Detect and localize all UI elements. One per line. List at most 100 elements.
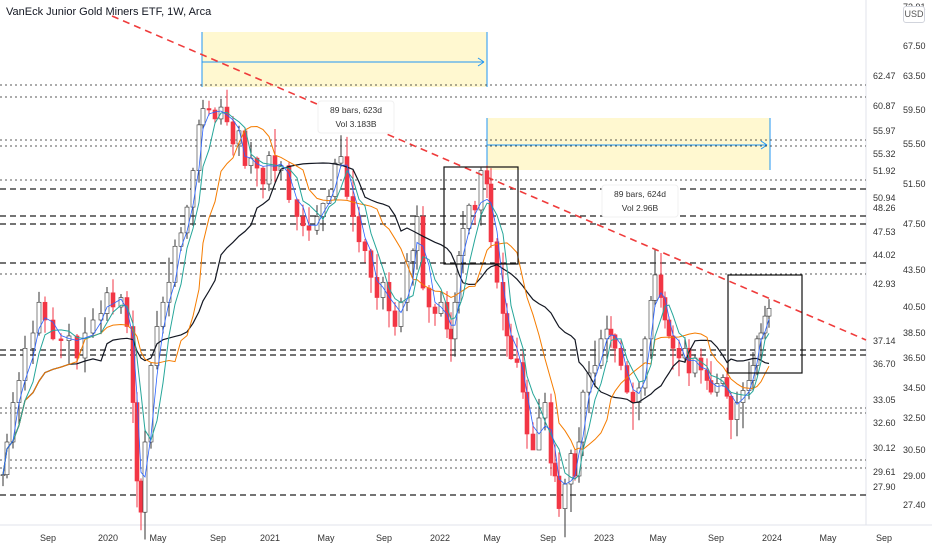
candle-body xyxy=(630,391,636,403)
candle xyxy=(138,478,144,531)
candle xyxy=(580,389,586,457)
candle xyxy=(404,253,410,312)
candle xyxy=(642,336,648,396)
candle xyxy=(190,167,196,226)
candle-body xyxy=(438,301,444,314)
candle-body xyxy=(734,402,740,420)
candle xyxy=(82,317,88,373)
candle-body xyxy=(260,167,266,185)
candle xyxy=(466,203,472,235)
candle xyxy=(392,302,398,336)
candle-body xyxy=(524,391,530,435)
price-tick-label: 55.50 xyxy=(903,139,926,149)
candle xyxy=(586,361,592,414)
ruler-bars-label-0: 89 bars, 623d xyxy=(330,105,382,115)
candle-body xyxy=(714,383,720,393)
measure-box-2 xyxy=(487,118,770,170)
ma-fastest xyxy=(2,110,770,485)
candle xyxy=(118,294,124,314)
price-level-label: 27.90 xyxy=(873,482,896,492)
candle xyxy=(314,205,320,235)
candle-body xyxy=(562,483,568,509)
candle-body xyxy=(466,204,472,229)
candle xyxy=(542,392,548,431)
ruler-label-bg-0 xyxy=(317,100,395,134)
price-level-label: 55.97 xyxy=(873,126,896,136)
candle-body xyxy=(124,297,130,327)
candle-body xyxy=(520,362,526,393)
breakout-box-2 xyxy=(727,274,803,374)
candle xyxy=(386,272,392,328)
candle-body xyxy=(556,475,562,509)
candle-body xyxy=(580,391,586,443)
candle-body xyxy=(698,357,704,371)
candle-body xyxy=(398,301,404,327)
candle xyxy=(432,303,438,326)
price-tick-label: 29.00 xyxy=(903,471,926,481)
candle xyxy=(686,339,692,386)
time-tick-label: May xyxy=(317,533,335,543)
candle xyxy=(212,107,218,124)
candle xyxy=(362,238,368,263)
candle-body xyxy=(104,292,110,314)
candle xyxy=(598,329,604,369)
candle-body xyxy=(36,301,42,334)
time-tick-label: 2023 xyxy=(594,533,614,543)
candle xyxy=(224,89,230,126)
candle xyxy=(636,381,642,421)
price-tick-label: 59.50 xyxy=(903,105,926,115)
candle-body xyxy=(766,307,772,317)
time-tick-label: May xyxy=(483,533,501,543)
candle xyxy=(472,200,478,226)
price-tick-label: 36.50 xyxy=(903,353,926,363)
candle-body xyxy=(530,433,536,451)
candle-body xyxy=(90,319,96,334)
price-tick-label: 27.40 xyxy=(903,500,926,510)
time-tick-label: Sep xyxy=(708,533,724,543)
time-axis: Sep 2020 May Sep 2021 May Sep 2022 May Sep 2023 May… xyxy=(40,533,892,543)
candle-body xyxy=(548,402,554,464)
candle xyxy=(260,166,266,199)
candle-body xyxy=(362,241,368,252)
candle-body xyxy=(306,225,312,231)
currency-button[interactable]: USD xyxy=(903,6,925,23)
candle xyxy=(524,379,530,449)
measure-box-1 xyxy=(202,32,487,87)
candle xyxy=(612,333,618,363)
candle-body xyxy=(138,480,144,513)
candle-body xyxy=(172,245,178,283)
price-level-label: 62.47 xyxy=(873,71,896,81)
price-tick-label: 34.50 xyxy=(903,383,926,393)
candle-body xyxy=(652,274,658,301)
candle-body xyxy=(356,216,362,243)
time-tick-label: Sep xyxy=(876,533,892,543)
candle-body xyxy=(368,250,374,278)
candle-body xyxy=(50,319,56,340)
candle-body xyxy=(82,332,88,359)
price-tick-label: 63.50 xyxy=(903,71,926,81)
candle-body xyxy=(508,335,514,360)
price-level-label: 30.12 xyxy=(873,443,896,453)
ma-slow xyxy=(2,162,770,475)
ruler-bars-label-1: 89 bars, 624d xyxy=(614,189,666,199)
candle-body xyxy=(42,301,48,321)
candle xyxy=(266,151,272,192)
candle-body xyxy=(0,474,6,476)
candle-body xyxy=(184,206,190,234)
candle-body xyxy=(426,287,432,308)
support-resistance-levels xyxy=(0,84,866,496)
candle xyxy=(562,478,568,538)
candle-body xyxy=(448,328,454,340)
candle-body xyxy=(612,334,618,349)
candle-body xyxy=(300,216,306,227)
price-level-label: 29.61 xyxy=(873,467,896,477)
price-tick-label: 67.50 xyxy=(903,41,926,51)
candle xyxy=(104,287,110,321)
time-tick-label: May xyxy=(649,533,667,543)
candle xyxy=(374,254,380,310)
candle-body xyxy=(494,241,500,283)
time-tick-label: 2020 xyxy=(98,533,118,543)
ma-fast xyxy=(2,111,770,480)
time-tick-label: 2021 xyxy=(260,533,280,543)
